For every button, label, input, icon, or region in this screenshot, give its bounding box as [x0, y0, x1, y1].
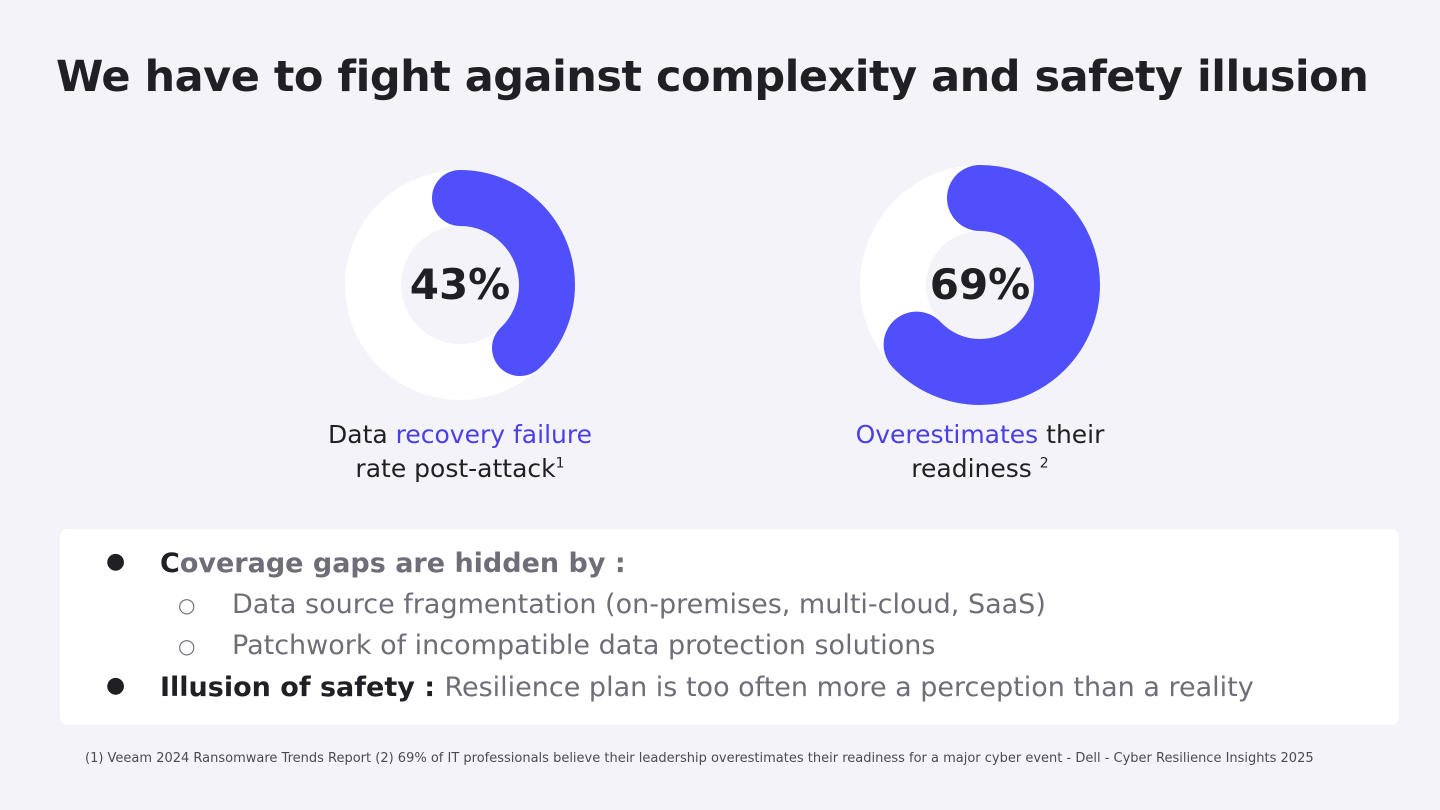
- stat-recovery-failure: 43% Data recovery failure rate post-atta…: [280, 160, 640, 486]
- stat-caption: Overestimates their readiness 2: [800, 418, 1160, 486]
- sub-bullet-icon: ○: [178, 593, 196, 617]
- caption-highlight: recovery failure: [395, 420, 592, 449]
- coverage-text: overage gaps are hidden by :: [179, 548, 626, 579]
- bullet-icon: ●: [106, 549, 126, 574]
- stat-value: 69%: [929, 260, 1031, 309]
- caption-line2: rate post-attack: [355, 454, 556, 483]
- stat-caption: Data recovery failure rate post-attack1: [280, 418, 640, 486]
- sub-bullet-icon: ○: [178, 634, 196, 658]
- slide-title: We have to fight against complexity and …: [56, 52, 1369, 102]
- coverage-first-letter: C: [160, 548, 180, 579]
- footnote-ref: 1: [555, 455, 565, 472]
- caption-line2: readiness: [911, 454, 1040, 483]
- sub-item-patchwork: Patchwork of incompatible data protectio…: [232, 630, 936, 661]
- illusion-text: Resilience plan is too often more a perc…: [444, 672, 1254, 703]
- caption-text: Data: [328, 420, 396, 449]
- donut-arc: [860, 165, 1100, 405]
- bullet-panel: ● Coverage gaps are hidden by : ○ Data s…: [60, 529, 1399, 725]
- bullet-coverage: Coverage gaps are hidden by :: [160, 547, 626, 581]
- donut-arc: [345, 170, 575, 400]
- footnote: (1) Veeam 2024 Ransomware Trends Report …: [85, 751, 1314, 766]
- bullet-icon: ●: [106, 673, 126, 698]
- donut-chart-43: 43%: [335, 160, 585, 410]
- footnote-ref: 2: [1039, 455, 1049, 472]
- stat-overestimates: 69% Overestimates their readiness 2: [800, 160, 1160, 486]
- illusion-label: Illusion of safety :: [160, 672, 445, 703]
- sub-item-fragmentation: Data source fragmentation (on-premises, …: [232, 589, 1046, 620]
- stat-value: 43%: [409, 260, 511, 309]
- caption-highlight: Overestimates: [855, 420, 1039, 449]
- caption-text: their: [1038, 420, 1105, 449]
- donut-chart-69: 69%: [855, 160, 1105, 410]
- bullet-illusion: Illusion of safety : Resilience plan is …: [160, 671, 1254, 705]
